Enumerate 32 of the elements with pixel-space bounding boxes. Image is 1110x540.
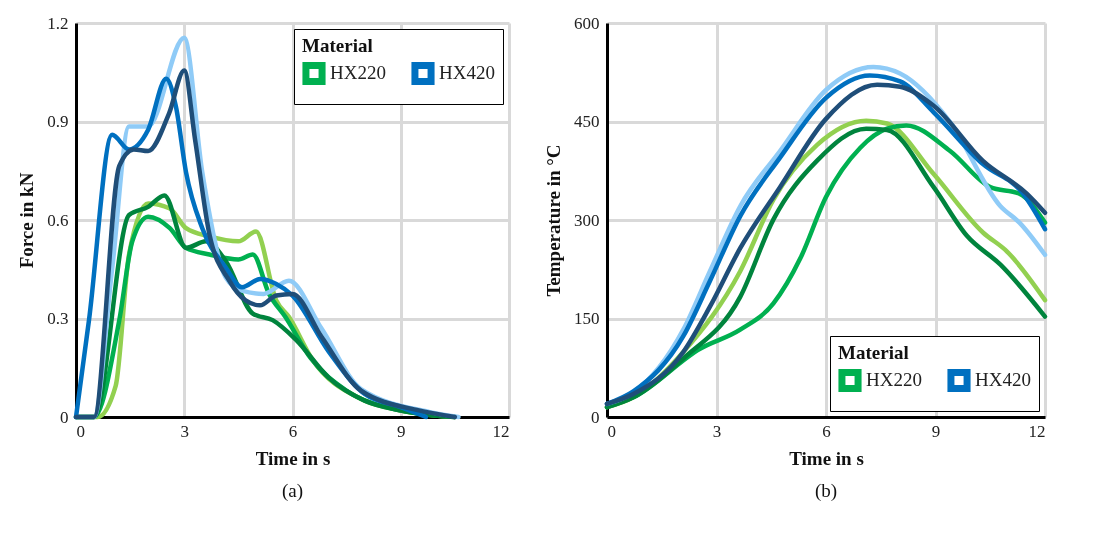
- y-tick-label: 0.9: [47, 112, 69, 131]
- y-tick-label: 600: [574, 13, 600, 33]
- x-axis-title: Time in s: [789, 447, 864, 469]
- x-tick-label: 0: [607, 421, 616, 441]
- x-tick-label: 6: [288, 421, 298, 441]
- x-tick-label: 0: [76, 421, 85, 441]
- y-tick-label: 0: [60, 407, 69, 427]
- y-axis-title: Temperature in °C: [543, 144, 564, 297]
- x-tick-label: 3: [180, 421, 189, 441]
- y-tick-label: 300: [574, 210, 600, 230]
- legend-title: Material: [302, 35, 373, 56]
- y-tick-label: 0.6: [47, 210, 69, 230]
- legend-label: HX220: [330, 62, 386, 84]
- x-tick-label: 6: [822, 421, 831, 441]
- x-tick-label: 9: [397, 421, 406, 441]
- legend-title: Material: [838, 342, 909, 363]
- y-axis-title: Force in kN: [16, 172, 38, 269]
- text: (a): [281, 480, 304, 502]
- y-tick-label: 150: [574, 309, 600, 328]
- legend-label: HX420: [439, 62, 495, 84]
- y-tick-label: 1.2: [47, 13, 69, 33]
- x-tick-label: 12: [492, 421, 510, 441]
- x-tick-label: 12: [1028, 421, 1046, 441]
- x-axis-title: Time in s: [255, 447, 331, 469]
- y-tick-label: 450: [574, 112, 600, 131]
- legend-label: HX220: [866, 369, 922, 391]
- legend-label: HX420: [975, 369, 1031, 391]
- y-tick-label: 0.3: [47, 309, 69, 328]
- x-tick-label: 9: [931, 421, 941, 441]
- y-tick-label: 0: [591, 407, 600, 427]
- text: (b): [814, 480, 838, 502]
- x-tick-label: 3: [712, 421, 722, 441]
